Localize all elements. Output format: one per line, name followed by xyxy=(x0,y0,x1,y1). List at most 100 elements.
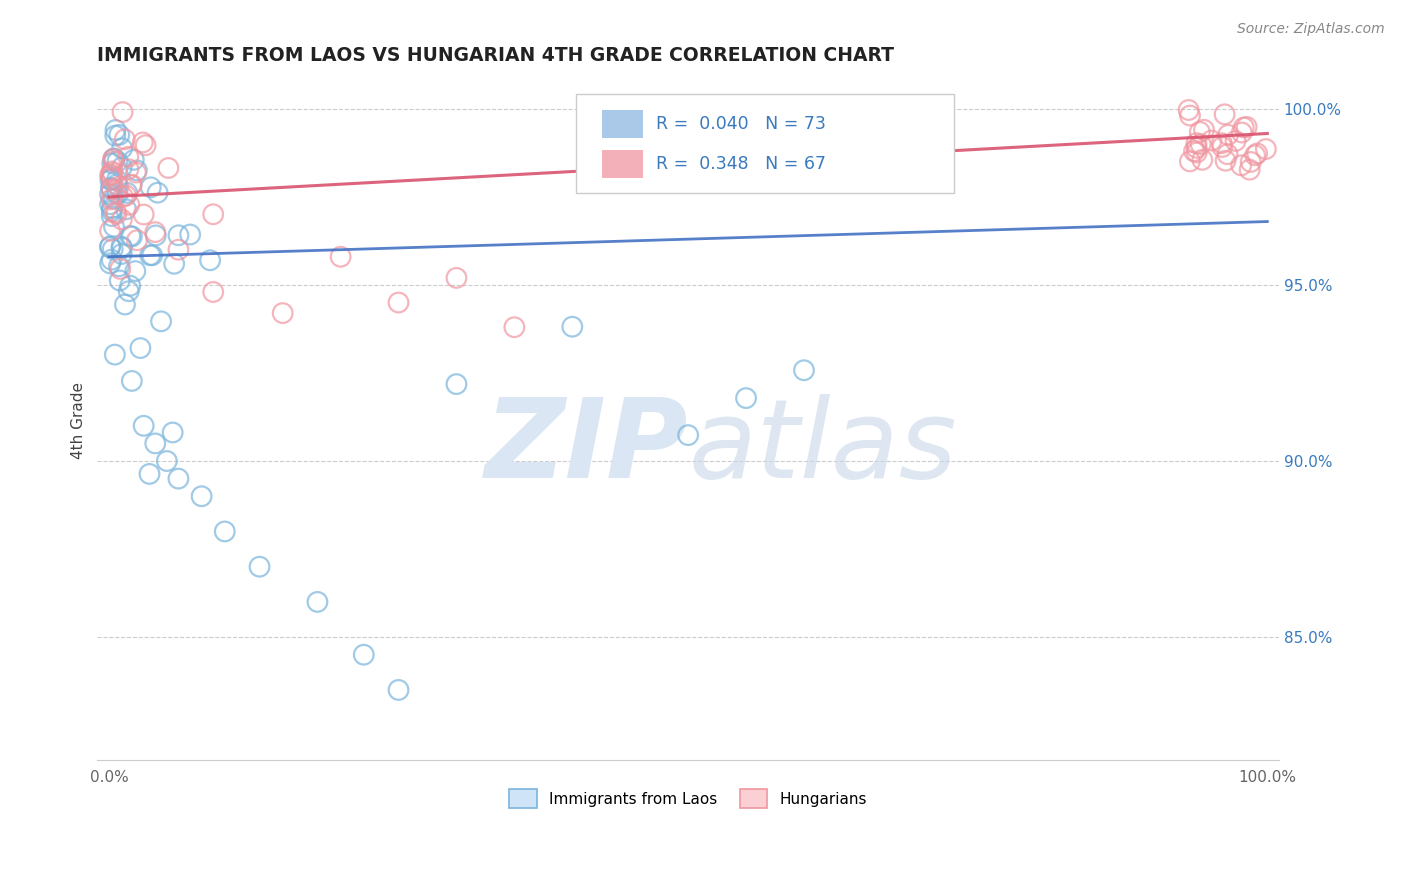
Point xyxy=(143,225,166,239)
Point xyxy=(139,248,162,262)
Point xyxy=(139,180,162,194)
Point xyxy=(1185,145,1208,160)
Point xyxy=(1185,141,1208,155)
Point xyxy=(150,314,173,328)
Point xyxy=(1211,140,1233,154)
Point xyxy=(125,163,148,178)
Point xyxy=(214,524,236,539)
Point xyxy=(117,150,139,164)
Point xyxy=(1233,120,1256,135)
Point xyxy=(132,136,155,150)
Point xyxy=(271,306,294,320)
Point xyxy=(117,162,139,177)
Point xyxy=(145,228,167,243)
Point xyxy=(122,153,145,167)
Point xyxy=(125,233,148,247)
Point xyxy=(735,391,758,405)
Text: atlas: atlas xyxy=(688,394,956,501)
Point xyxy=(329,250,352,264)
Point xyxy=(101,166,124,180)
Point xyxy=(190,489,212,503)
Point xyxy=(1236,120,1258,134)
Point xyxy=(446,377,468,392)
Point xyxy=(108,273,131,287)
FancyBboxPatch shape xyxy=(576,95,955,193)
Point xyxy=(100,252,122,267)
Point xyxy=(100,172,122,186)
Point xyxy=(103,219,125,234)
Point xyxy=(162,425,184,440)
Point xyxy=(100,203,122,218)
Point xyxy=(156,454,179,468)
Point xyxy=(118,198,141,212)
Point xyxy=(1230,158,1253,172)
Point xyxy=(124,264,146,278)
Point xyxy=(1216,147,1239,161)
Point xyxy=(1211,136,1233,150)
Point xyxy=(157,161,180,175)
Point xyxy=(111,161,134,175)
Point xyxy=(101,242,124,256)
Point xyxy=(111,141,134,155)
Point xyxy=(1185,136,1208,150)
Point xyxy=(111,105,134,120)
Point xyxy=(100,168,122,182)
Point xyxy=(1191,153,1213,167)
Point xyxy=(103,152,125,166)
Point xyxy=(101,164,124,178)
Point xyxy=(503,320,526,334)
Point xyxy=(249,559,271,574)
Point xyxy=(104,128,127,143)
Point xyxy=(103,192,125,206)
Point xyxy=(202,207,225,221)
Point xyxy=(1246,146,1268,161)
Point xyxy=(105,207,128,221)
Point xyxy=(108,128,131,142)
Bar xyxy=(602,151,643,178)
Point xyxy=(387,295,409,310)
Point xyxy=(105,173,128,187)
Text: R =  0.040   N = 73: R = 0.040 N = 73 xyxy=(657,115,827,133)
Point xyxy=(446,271,468,285)
Point xyxy=(115,202,138,217)
Point xyxy=(98,256,121,270)
Point xyxy=(1188,125,1211,139)
Text: IMMIGRANTS FROM LAOS VS HUNGARIAN 4TH GRADE CORRELATION CHART: IMMIGRANTS FROM LAOS VS HUNGARIAN 4TH GR… xyxy=(97,46,894,65)
Point xyxy=(143,436,166,450)
Point xyxy=(387,682,409,697)
Legend: Immigrants from Laos, Hungarians: Immigrants from Laos, Hungarians xyxy=(503,783,873,814)
Point xyxy=(1215,153,1237,168)
Point xyxy=(100,209,122,223)
Point xyxy=(676,428,699,442)
Point xyxy=(561,319,583,334)
Text: R =  0.348   N = 67: R = 0.348 N = 67 xyxy=(657,155,827,173)
Point xyxy=(793,363,815,377)
Point xyxy=(1177,103,1199,117)
Point xyxy=(1216,128,1239,142)
Point xyxy=(100,181,122,195)
Point xyxy=(98,187,121,202)
Point xyxy=(100,181,122,195)
Point xyxy=(121,374,143,388)
Bar xyxy=(602,111,643,137)
Point xyxy=(98,168,121,182)
Point xyxy=(163,257,186,271)
Point xyxy=(146,186,169,200)
Point xyxy=(104,205,127,219)
Point xyxy=(1225,134,1247,148)
Y-axis label: 4th Grade: 4th Grade xyxy=(72,382,86,459)
Point xyxy=(1213,107,1236,121)
Point xyxy=(110,261,132,276)
Point xyxy=(111,190,134,204)
Point xyxy=(114,297,136,311)
Point xyxy=(107,187,129,202)
Point xyxy=(1182,145,1205,159)
Point xyxy=(105,154,128,169)
Point xyxy=(1201,134,1223,148)
Point xyxy=(100,183,122,197)
Point xyxy=(120,278,142,293)
Point xyxy=(107,179,129,194)
Point xyxy=(125,165,148,179)
Point xyxy=(1254,142,1277,156)
Point xyxy=(353,648,375,662)
